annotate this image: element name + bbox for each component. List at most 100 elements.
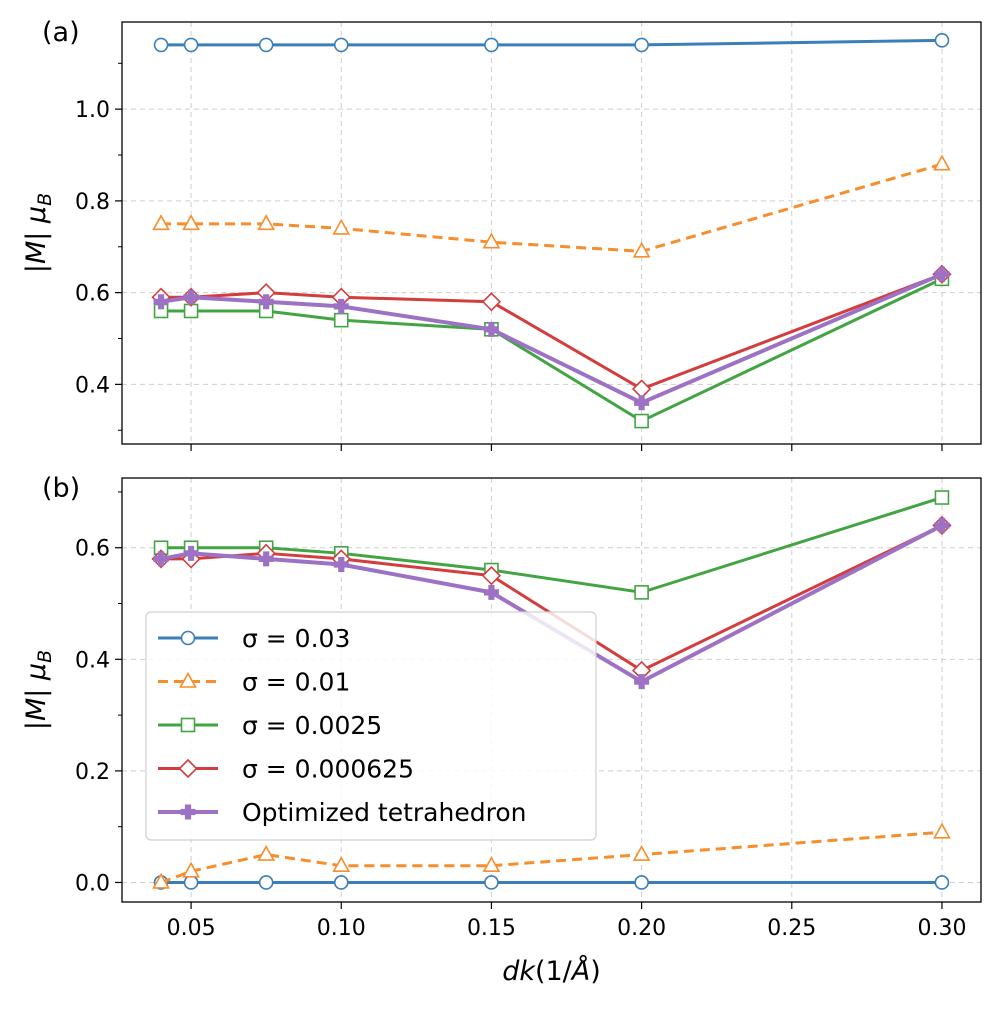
legend-label: σ = 0.0025 xyxy=(242,711,382,740)
x-tick-label: 0.15 xyxy=(467,916,516,941)
y-axis-label: |M| μB xyxy=(21,193,56,273)
series-line xyxy=(161,162,943,253)
series-line xyxy=(161,38,942,47)
series-s001 xyxy=(152,822,951,889)
legend-entry-s000625: σ = 0.000625 xyxy=(158,755,414,784)
legend-label: Optimized tetrahedron xyxy=(242,798,526,827)
x-tick-label: 0.10 xyxy=(317,916,366,941)
x-tick-label: 0.20 xyxy=(617,916,666,941)
data-point xyxy=(933,822,951,839)
data-point xyxy=(634,37,649,53)
data-point xyxy=(333,312,349,328)
series-tetra xyxy=(153,517,950,690)
data-point xyxy=(183,875,199,890)
data-point xyxy=(934,33,950,48)
series-s003 xyxy=(153,33,950,53)
x-tick-label: 0.30 xyxy=(917,916,966,941)
legend-marker xyxy=(180,717,196,733)
data-point xyxy=(481,566,502,586)
data-point xyxy=(153,294,169,310)
legend-marker xyxy=(178,758,198,779)
data-point xyxy=(183,545,199,561)
data-point xyxy=(484,875,499,890)
axes-frame xyxy=(121,477,982,903)
series-line xyxy=(161,277,943,423)
data-point xyxy=(933,154,951,171)
legend-label: σ = 0.03 xyxy=(242,624,350,653)
data-point xyxy=(257,214,276,231)
data-point xyxy=(333,556,349,572)
panel-label: (b) xyxy=(42,473,80,504)
legend-entry-s003: σ = 0.03 xyxy=(158,624,350,653)
data-point xyxy=(333,875,349,890)
data-point xyxy=(634,674,650,690)
series-s003 xyxy=(153,875,950,890)
legend-label: σ = 0.000625 xyxy=(242,755,414,784)
legend-marker xyxy=(180,804,196,820)
legend-entry-s001: σ = 0.01 xyxy=(158,668,350,697)
data-point xyxy=(153,37,169,53)
data-point xyxy=(934,517,950,533)
data-point xyxy=(934,490,950,505)
data-point xyxy=(153,551,169,567)
data-point xyxy=(332,218,351,235)
axes-frame xyxy=(121,21,982,445)
data-point xyxy=(183,37,199,53)
data-point xyxy=(258,294,274,310)
series-tetra xyxy=(153,266,950,411)
data-point xyxy=(934,875,950,890)
data-point xyxy=(152,872,170,889)
data-point xyxy=(634,585,649,600)
legend-entry-s0025: σ = 0.0025 xyxy=(158,711,382,740)
panel-label: (a) xyxy=(42,17,80,48)
legend-marker xyxy=(180,630,196,646)
y-tick-label: 0.6 xyxy=(75,537,110,562)
data-point xyxy=(483,584,499,600)
series-line xyxy=(161,496,943,594)
data-point xyxy=(333,298,349,314)
data-point xyxy=(258,37,274,53)
y-tick-label: 0.4 xyxy=(75,648,110,673)
data-point xyxy=(183,289,199,305)
data-point xyxy=(333,37,349,53)
y-axis-label: |M| μB xyxy=(21,650,56,730)
y-tick-label: 0.8 xyxy=(75,190,110,215)
y-tick-label: 0.6 xyxy=(75,282,110,307)
data-point xyxy=(332,856,351,873)
legend-label: σ = 0.01 xyxy=(242,668,350,697)
legend-box xyxy=(145,611,597,841)
data-point xyxy=(631,379,652,399)
data-point xyxy=(483,321,499,337)
series-s0025 xyxy=(153,271,950,429)
y-tick-label: 1.0 xyxy=(75,98,110,123)
series-s001 xyxy=(152,154,951,258)
legend-marker xyxy=(179,671,197,688)
legend-entry-tetra: Optimized tetrahedron xyxy=(158,798,526,827)
data-point xyxy=(152,214,170,231)
data-point xyxy=(632,241,651,258)
series-line xyxy=(161,272,943,391)
y-tick-label: 0.2 xyxy=(75,760,110,785)
data-point xyxy=(182,214,200,231)
data-point xyxy=(634,875,649,890)
panel-a: 0.4 0.6 0.8 1.0 (a) |M| μB xyxy=(21,17,982,451)
data-point xyxy=(482,856,501,873)
y-tick-label: 0.4 xyxy=(75,373,110,398)
data-point xyxy=(481,292,502,312)
data-point xyxy=(634,395,650,411)
x-tick-label: 0.05 xyxy=(167,916,216,941)
data-point xyxy=(484,37,499,53)
data-point xyxy=(257,844,276,861)
data-point xyxy=(632,844,651,861)
x-axis-label: dk(1/Å) xyxy=(502,955,601,987)
data-point xyxy=(258,875,274,890)
y-tick-label: 0.0 xyxy=(75,871,110,896)
data-point xyxy=(634,413,649,429)
x-tick-label: 0.25 xyxy=(767,916,816,941)
data-point xyxy=(482,232,501,249)
data-point xyxy=(934,266,950,282)
data-point xyxy=(258,551,274,567)
legend: σ = 0.03 σ = 0.01 σ = 0.0025 σ = 0.000625 Op… xyxy=(145,611,597,841)
data-point xyxy=(182,861,200,878)
